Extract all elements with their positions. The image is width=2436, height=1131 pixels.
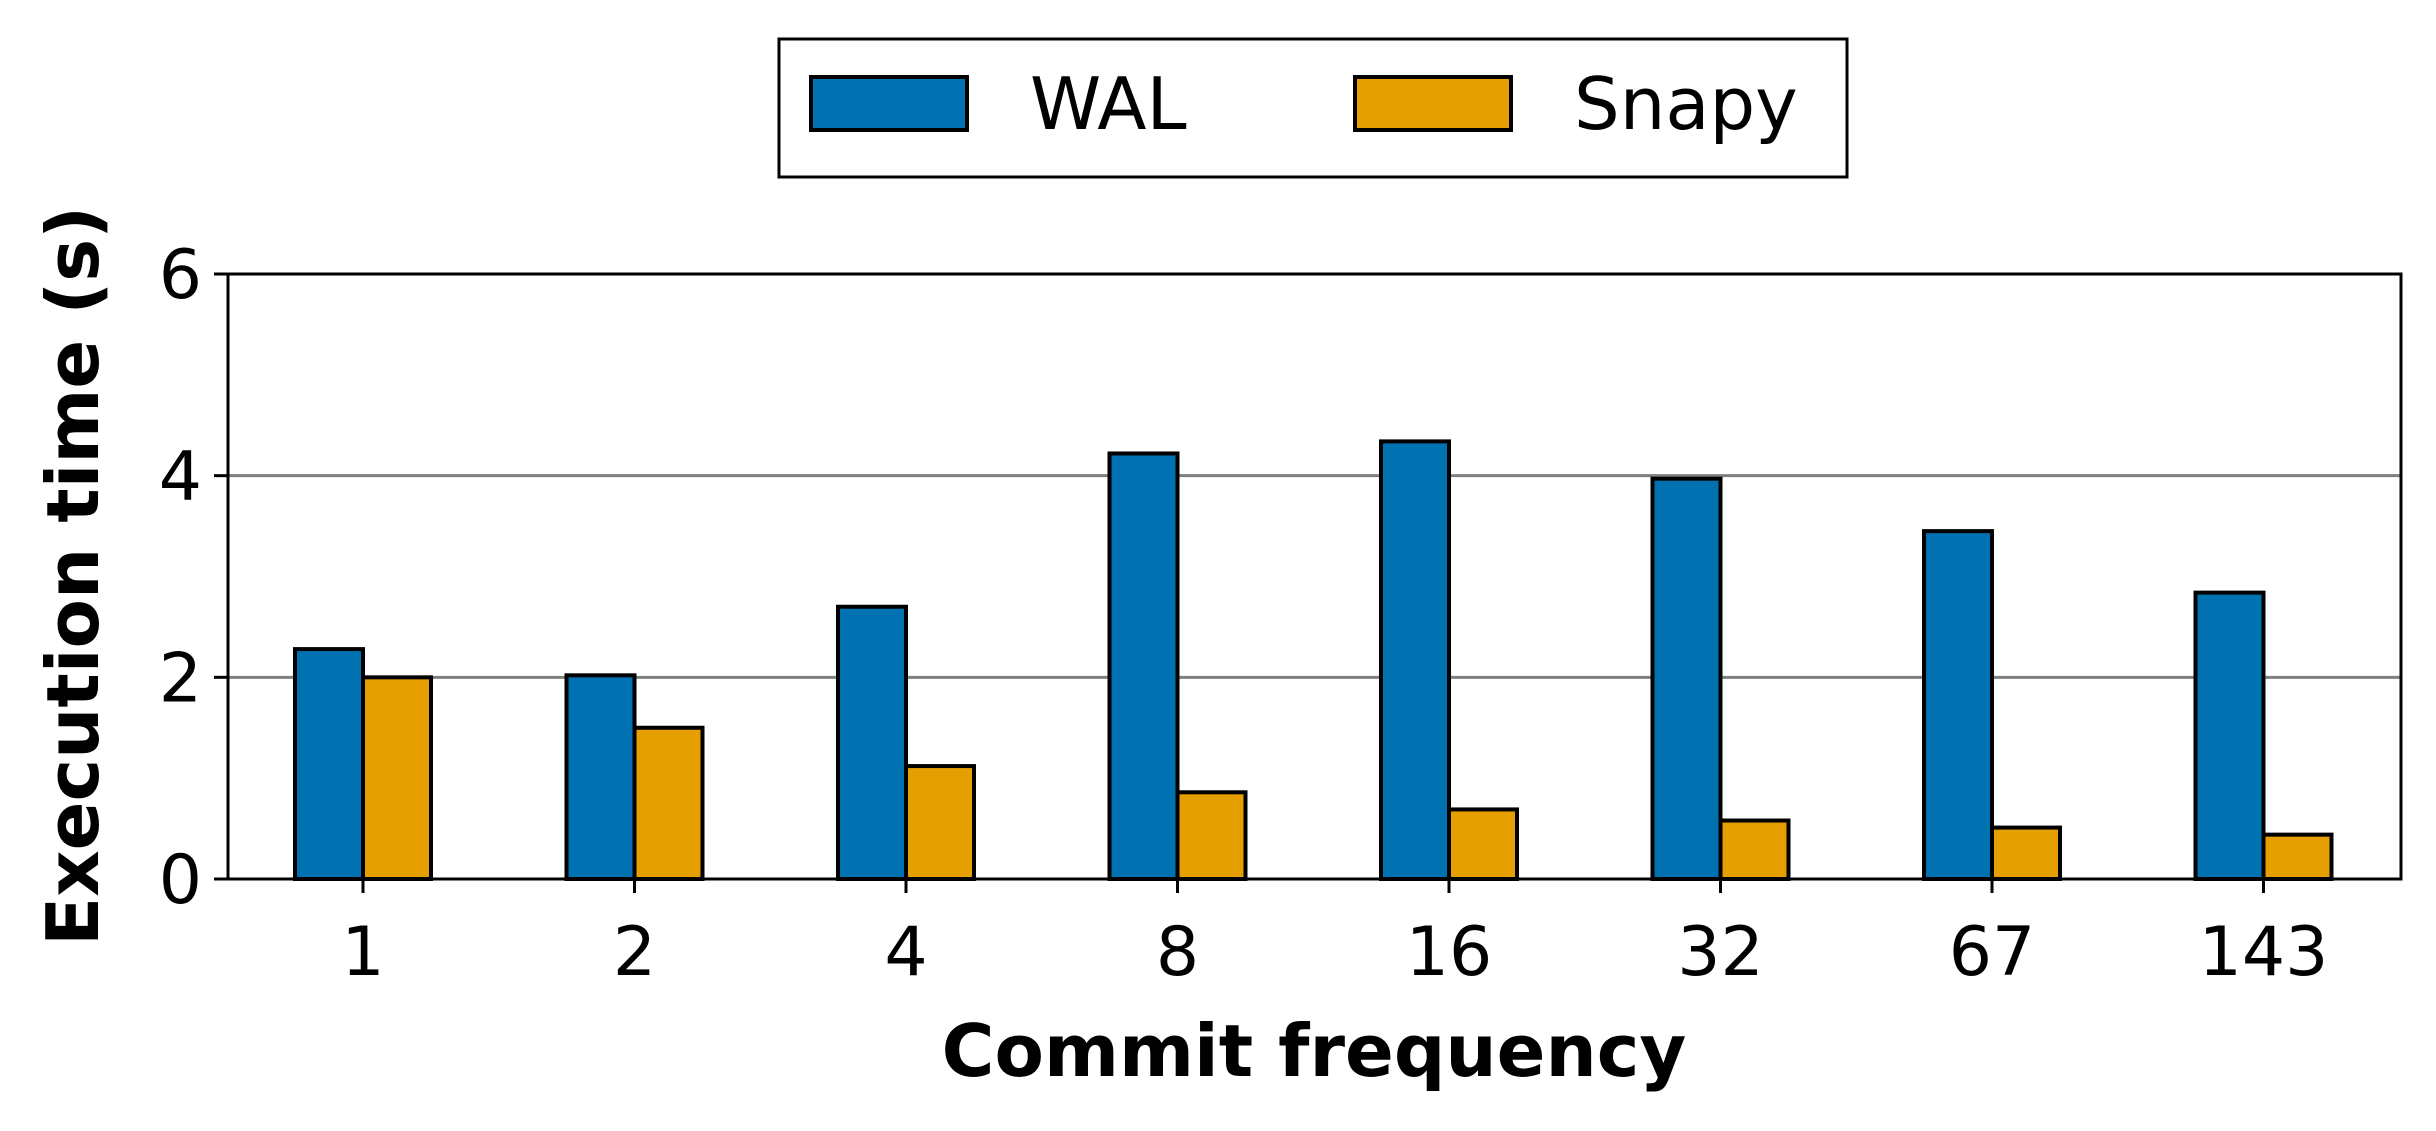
bar-snapy-143 bbox=[2261, 832, 2334, 882]
x-tick-label: 1 bbox=[341, 913, 384, 992]
bar-wal-67 bbox=[1922, 529, 1994, 881]
legend-label-snapy: Snapy bbox=[1574, 62, 1798, 146]
x-tick-label: 143 bbox=[2199, 913, 2329, 992]
bar-snapy-4 bbox=[904, 764, 976, 881]
x-tick-label: 16 bbox=[1406, 913, 1493, 992]
bar-snapy-1 bbox=[361, 675, 433, 881]
bar-wal-32 bbox=[1650, 476, 1723, 881]
legend-swatch-wal bbox=[809, 75, 969, 132]
y-tick-label: 2 bbox=[159, 639, 202, 718]
bar-wal-4 bbox=[836, 604, 908, 881]
bar-wal-2 bbox=[564, 673, 637, 881]
y-axis-title: Execution time (s) bbox=[31, 206, 115, 946]
legend-label-wal: WAL bbox=[1030, 62, 1187, 146]
x-tick-label: 32 bbox=[1677, 913, 1764, 992]
x-axis-title: Commit frequency bbox=[942, 1009, 1687, 1093]
x-axis: 1 2 4 8 16 32 67 143 bbox=[341, 879, 2328, 992]
plot-frame bbox=[226, 272, 2403, 881]
bar-snapy-8 bbox=[1175, 790, 1248, 881]
x-tick-label: 4 bbox=[884, 913, 927, 992]
y-tick-label: 6 bbox=[159, 236, 202, 315]
bar-wal-16 bbox=[1379, 439, 1451, 881]
x-tick-label: 2 bbox=[613, 913, 656, 992]
bar-wal-143 bbox=[2193, 590, 2266, 882]
x-tick-label: 8 bbox=[1156, 913, 1199, 992]
bar-snapy-2 bbox=[632, 725, 705, 881]
bar-wal-1 bbox=[293, 647, 365, 881]
x-tick-label: 67 bbox=[1949, 913, 2036, 992]
bar-snapy-67 bbox=[1990, 825, 2062, 882]
legend: WAL Snapy bbox=[777, 37, 1849, 179]
grid-lines bbox=[228, 474, 2401, 679]
y-tick-label: 4 bbox=[159, 438, 202, 517]
bar-wal-8 bbox=[1107, 451, 1180, 881]
legend-swatch-snapy bbox=[1353, 75, 1513, 132]
bars bbox=[293, 439, 2334, 882]
bar-snapy-32 bbox=[1718, 818, 1791, 881]
bar-snapy-16 bbox=[1447, 807, 1519, 881]
y-tick-label: 0 bbox=[159, 841, 202, 920]
y-axis: 0 2 4 6 bbox=[159, 236, 228, 920]
